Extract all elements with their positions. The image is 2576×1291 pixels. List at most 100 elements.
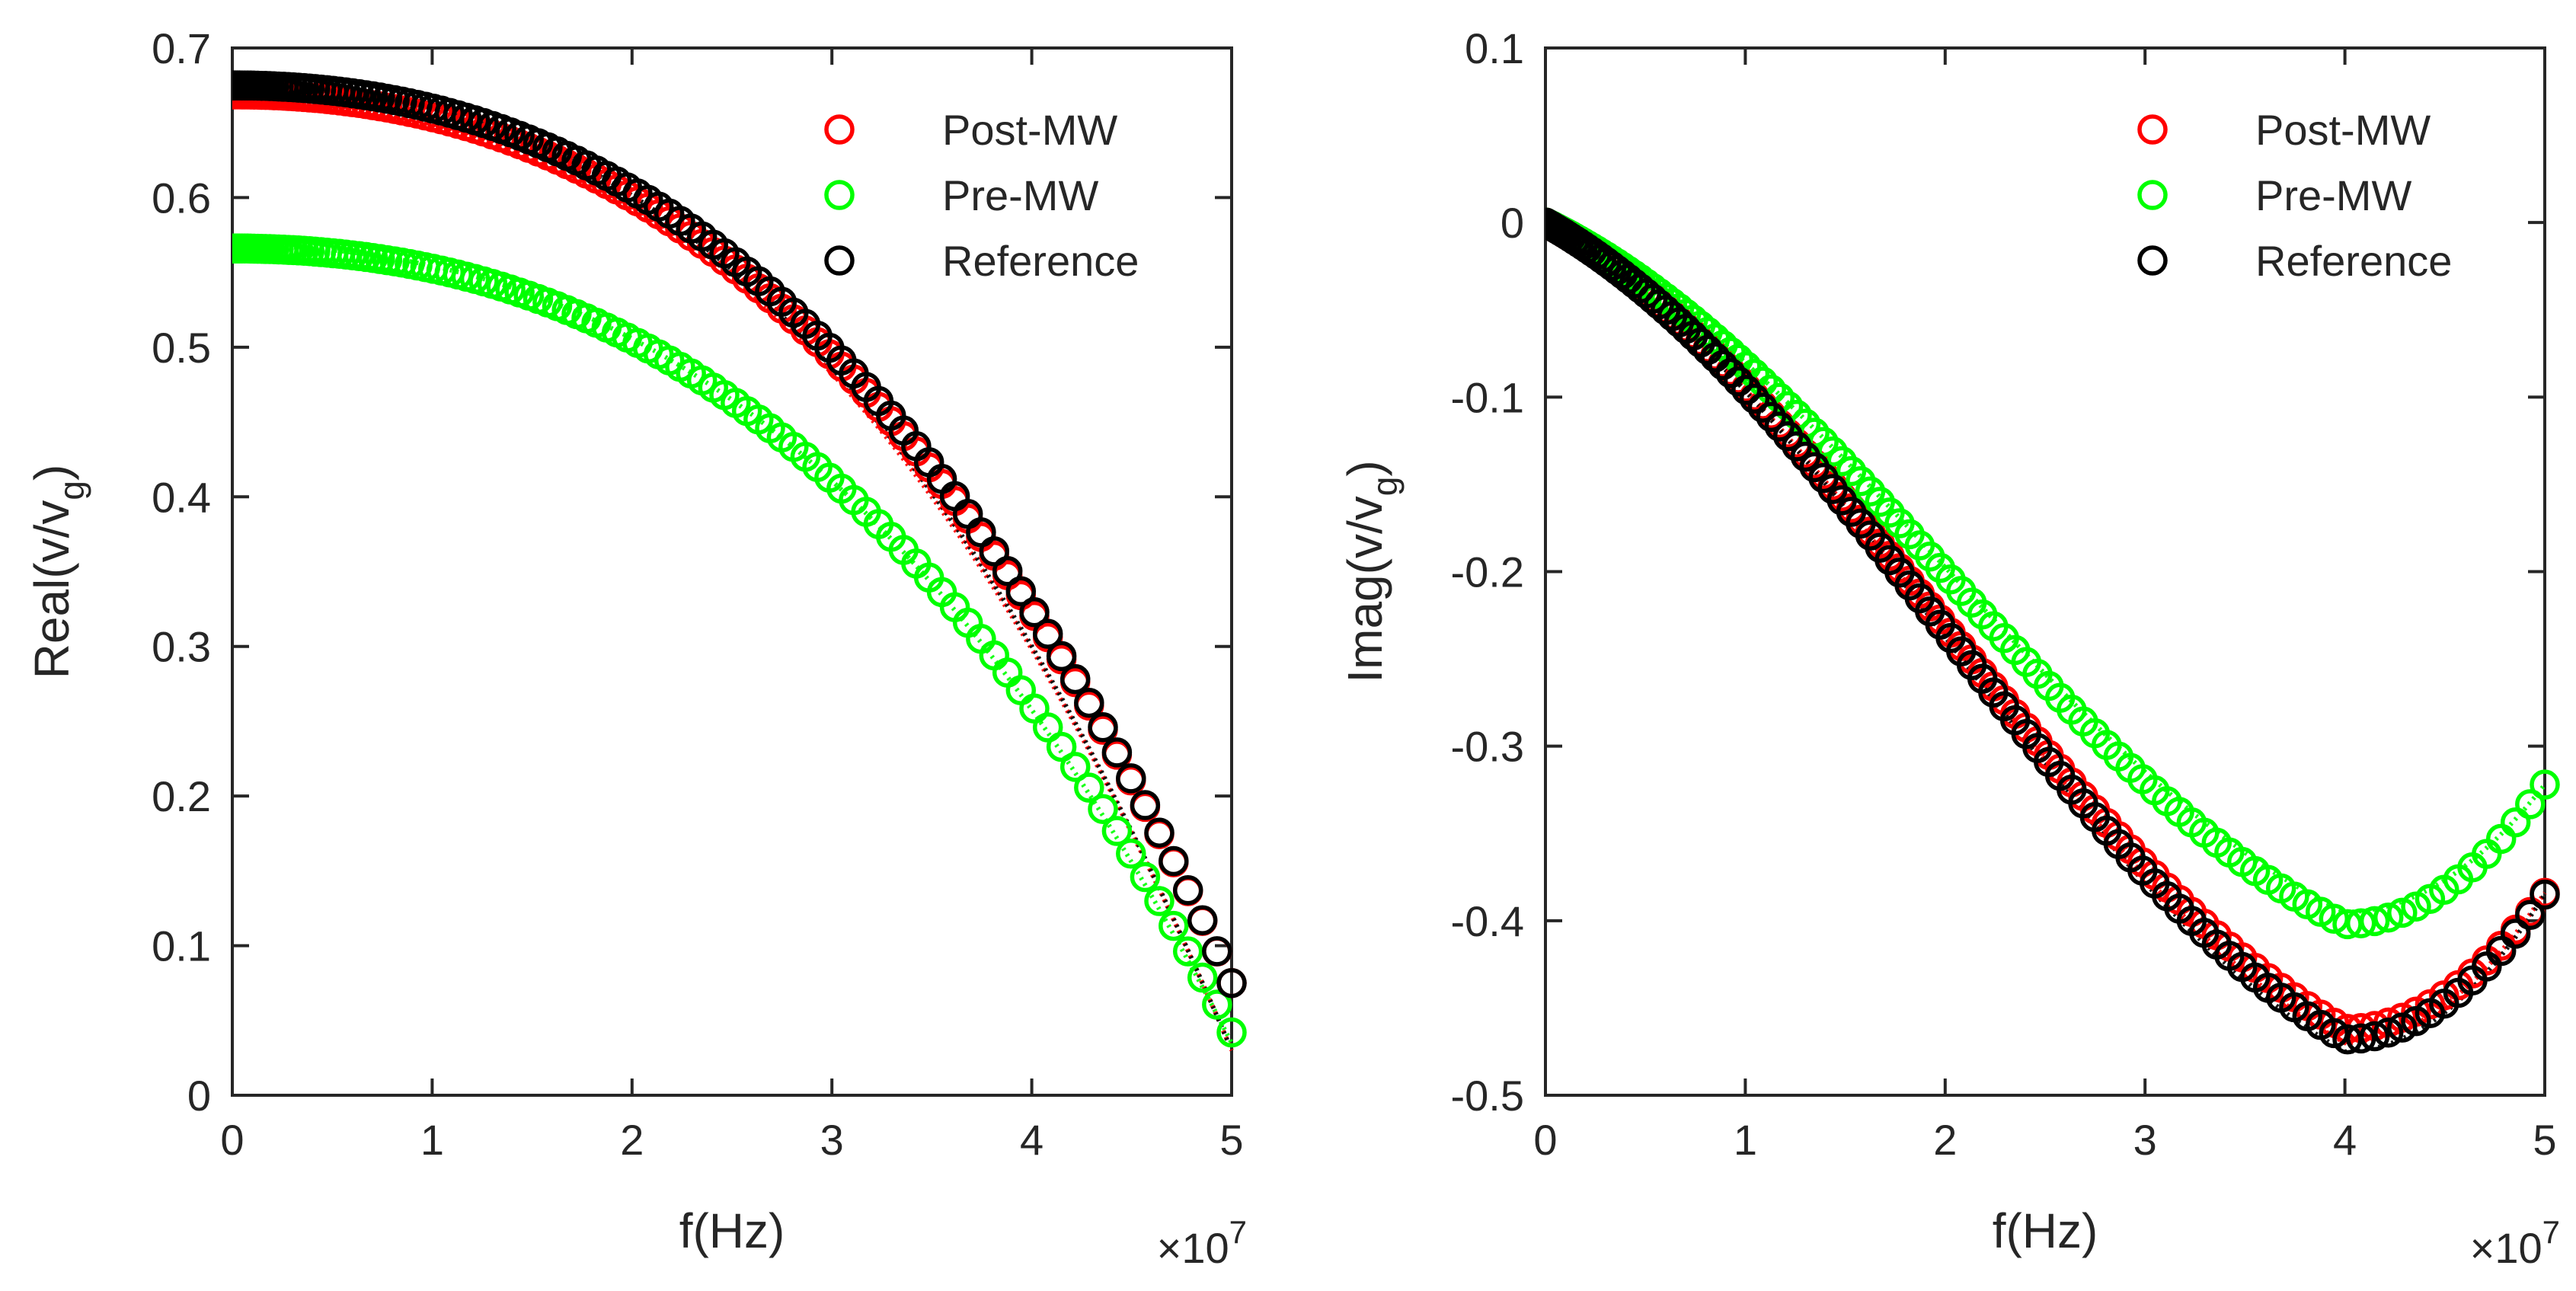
- data-point: [2345, 1023, 2376, 1054]
- data-point: [1159, 845, 1189, 877]
- legend-label-post-mw: Post-MW: [942, 106, 1117, 154]
- data-point: [1046, 641, 1077, 672]
- x-tick-label: 5: [2533, 1116, 2556, 1164]
- data-point: [1116, 763, 1146, 794]
- series-reference: [232, 70, 1247, 999]
- data-point: [1202, 936, 1232, 967]
- x-axis-exponent: ×107: [1157, 1214, 1247, 1272]
- data-point: [1101, 737, 1133, 768]
- legend-label-reference: Reference: [2255, 237, 2452, 285]
- data-point: [2345, 908, 2376, 938]
- data-point: [1846, 465, 1876, 497]
- data-point: [1739, 383, 1770, 414]
- data-point: [1101, 816, 1133, 846]
- y-tick-label: 0.1: [152, 922, 211, 970]
- data-point: [1827, 446, 1857, 477]
- data-point: [1005, 576, 1037, 607]
- y-tick-label: 0: [1501, 199, 1524, 247]
- data-point: [1756, 401, 1786, 433]
- legend-label-pre-mw: Pre-MW: [942, 171, 1098, 219]
- data-point: [1088, 794, 1118, 824]
- data-point: [1059, 752, 1091, 782]
- x-axis-title: f(Hz): [679, 1203, 785, 1258]
- legend-marker-pre-mw: [824, 180, 855, 210]
- x-tick-label: 0: [220, 1116, 244, 1164]
- series-reference: [1545, 207, 2560, 1055]
- data-point: [1731, 375, 1762, 405]
- x-tick-label: 5: [1219, 1116, 1243, 1164]
- data-point: [2359, 906, 2390, 937]
- data-point: [2530, 879, 2560, 910]
- legend-label-post-mw: Post-MW: [2255, 106, 2431, 154]
- x-axis-exponent: ×107: [2470, 1214, 2560, 1272]
- y-tick-label: 0.5: [152, 324, 211, 372]
- plot-data-area: [1545, 207, 2560, 1055]
- data-point: [2500, 919, 2531, 949]
- data-point: [2373, 902, 2404, 933]
- data-point: [1074, 687, 1104, 718]
- data-point: [2515, 900, 2546, 931]
- legend-marker-post-mw: [2137, 114, 2168, 145]
- y-tick-label: -0.3: [1451, 723, 1525, 771]
- data-point: [1130, 861, 1161, 893]
- data-point: [1088, 712, 1118, 743]
- y-tick-label: -0.2: [1451, 548, 1525, 596]
- data-point: [1764, 411, 1795, 442]
- y-tick-label: 0.7: [152, 24, 211, 72]
- plot-axes-box: [231, 46, 1233, 1097]
- y-axis-title: Real(v/vg): [24, 465, 91, 679]
- data-point: [1202, 989, 1232, 1020]
- legend-marker-reference: [824, 245, 855, 276]
- y-tick-label: 0.1: [1465, 24, 1524, 72]
- data-point: [1836, 455, 1867, 487]
- data-point: [1187, 905, 1218, 936]
- data-point: [2530, 769, 2560, 800]
- data-point: [1059, 663, 1091, 695]
- data-point: [1216, 1017, 1247, 1048]
- data-point: [1700, 342, 1731, 372]
- x-tick-label: 3: [820, 1116, 844, 1164]
- data-point: [1692, 334, 1723, 366]
- data-point: [1723, 366, 1754, 397]
- x-tick-label: 4: [1020, 1116, 1044, 1164]
- data-point: [2387, 897, 2418, 928]
- real-part-plot: 0 1 2 3 4 5 0 0.1 0.2 0.3 0.4 0.5 0.6 0.7 f(Hz) ×107 Rea…: [24, 24, 1247, 1272]
- x-tick-label: 2: [620, 1116, 644, 1164]
- x-tick-label: 4: [2333, 1116, 2357, 1164]
- data-point: [1747, 392, 1779, 423]
- x-axis-title: f(Hz): [1993, 1203, 2098, 1258]
- y-tick-label: 0: [187, 1072, 211, 1120]
- data-point: [1032, 618, 1063, 649]
- data-point: [1723, 344, 1754, 375]
- y-tick-label: 0.3: [152, 623, 211, 671]
- legend-label-reference: Reference: [942, 237, 1139, 285]
- data-point: [2359, 1021, 2390, 1052]
- legend-marker-post-mw: [824, 114, 855, 145]
- data-point: [1731, 351, 1762, 382]
- x-tick-label: 2: [1933, 1116, 1957, 1164]
- data-point: [1144, 886, 1175, 916]
- data-point: [1817, 436, 1848, 467]
- data-point: [1074, 772, 1104, 803]
- data-point: [1130, 790, 1161, 820]
- x-tick-label: 0: [1533, 1116, 1557, 1164]
- data-point: [1032, 712, 1063, 743]
- plot-data-area: [232, 70, 1247, 1052]
- data-point: [1708, 350, 1738, 381]
- legend-marker-reference: [2137, 245, 2168, 276]
- y-axis-title: Imag(v/vg): [1338, 460, 1405, 682]
- data-point: [1216, 967, 1247, 999]
- data-point: [1172, 936, 1203, 967]
- data-point: [1144, 817, 1175, 848]
- data-point: [1116, 839, 1146, 869]
- y-tick-label: 0.2: [152, 772, 211, 820]
- data-point: [1019, 597, 1050, 628]
- legend-label-pre-mw: Pre-MW: [2255, 171, 2411, 219]
- x-tick-label: 3: [2133, 1116, 2157, 1164]
- x-tick-label: 1: [420, 1116, 444, 1164]
- y-tick-label: 0.6: [152, 174, 211, 222]
- data-point: [1159, 910, 1189, 941]
- y-tick-label: -0.5: [1451, 1072, 1525, 1120]
